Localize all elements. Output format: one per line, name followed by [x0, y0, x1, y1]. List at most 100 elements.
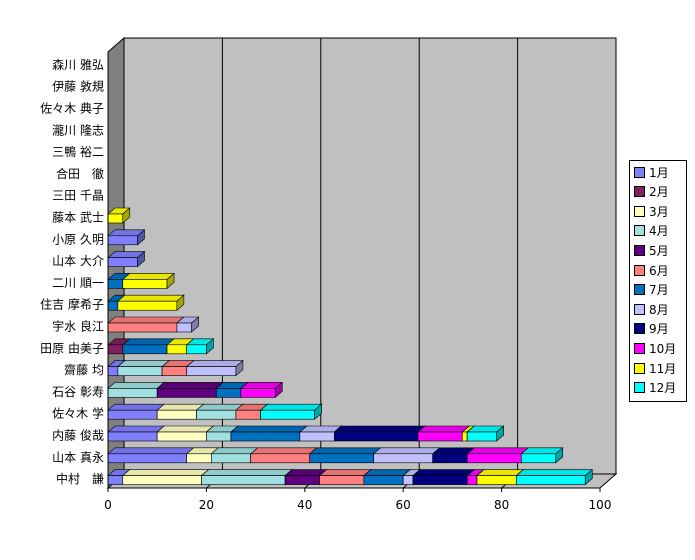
category-label: 二川 順一 [52, 276, 104, 290]
category-label: 三田 千晶 [52, 189, 104, 203]
legend-item: 11月 [634, 359, 676, 377]
legend-swatch [634, 186, 645, 198]
legend-swatch [634, 264, 645, 276]
bar-segment [466, 447, 530, 464]
bar-segment [185, 359, 244, 377]
bar-segment [117, 359, 170, 377]
bar-segment [107, 207, 131, 224]
bar-segment [515, 468, 594, 486]
category-label: 山本 真永 [52, 450, 104, 464]
bar-segment [121, 338, 175, 355]
legend-label: 12月 [649, 381, 677, 396]
bar-segment [107, 229, 146, 246]
legend-item: 9月 [634, 320, 669, 338]
legend-label: 3月 [649, 204, 669, 219]
x-tick-label: 60 [396, 498, 411, 512]
legend-label: 11月 [649, 361, 677, 376]
category-label: 石谷 彰寿 [52, 384, 104, 399]
legend-label: 8月 [649, 302, 669, 317]
legend-label: 4月 [649, 224, 669, 239]
legend: 1月 2月 3月 4月 5月 6月 7月 8月 9月 10月 11月 12月 [629, 160, 687, 402]
category-label: 三鴨 裕二 [52, 144, 104, 159]
bar-segment [107, 425, 166, 442]
bar-segment [333, 425, 426, 442]
bar-segment [121, 272, 175, 290]
bar-segment [107, 381, 166, 399]
category-label: 山本 大介 [52, 254, 104, 268]
legend-item: 4月 [634, 222, 669, 240]
legend-item: 3月 [634, 202, 669, 220]
bar-segment [117, 294, 185, 311]
category-label: 田原 由美子 [40, 341, 104, 355]
category-label: 佐々木 学 [52, 406, 104, 421]
legend-item: 5月 [634, 241, 669, 259]
category-label: 佐々木 典子 [40, 102, 104, 116]
category-label: 住吉 摩希子 [40, 297, 104, 312]
bar-segment [318, 468, 372, 486]
category-label: 瀧川 隆志 [52, 122, 104, 137]
x-tick-label: 0 [104, 498, 112, 512]
category-label: 中村 謙 [56, 471, 104, 486]
legend-swatch [634, 342, 645, 354]
category-label: 宇水 良江 [52, 319, 104, 334]
bar-segment [121, 468, 210, 486]
bar-segment [156, 425, 215, 442]
legend-item: 2月 [634, 183, 669, 201]
axes [107, 52, 601, 492]
legend-item: 8月 [634, 300, 669, 318]
bar-stacks [107, 207, 594, 486]
bar-segment [240, 381, 284, 399]
legend-label: 1月 [649, 165, 669, 180]
x-tick-label: 20 [199, 498, 214, 512]
bar-segment [185, 338, 215, 355]
legend-label: 2月 [649, 185, 669, 200]
bar-segment [417, 425, 471, 442]
bar-segment [107, 250, 146, 268]
chart-walls [106, 36, 618, 490]
legend-label: 10月 [649, 341, 677, 356]
legend-item: 6月 [634, 261, 669, 279]
bar-segment [107, 316, 185, 333]
x-tick-labels: 0 20 40 60 80 100 [104, 498, 611, 512]
category-label: 伊藤 敦規 [52, 79, 104, 94]
legend-swatch [634, 244, 645, 256]
legend-swatch [634, 362, 645, 374]
legend-swatch [634, 284, 645, 296]
legend-swatch [634, 225, 645, 237]
x-tick-label: 100 [589, 498, 612, 512]
bar-segment [107, 447, 195, 464]
legend-label: 6月 [649, 263, 669, 278]
legend-label: 5月 [649, 243, 669, 258]
bar-segment [259, 403, 323, 420]
bar-segment [249, 447, 318, 464]
legend-item: 1月 [634, 163, 669, 181]
category-label: 藤本 武士 [52, 211, 104, 225]
bar-segment [466, 425, 505, 442]
legend-swatch [634, 382, 645, 394]
bar-segment [372, 447, 441, 464]
bar-segment [520, 447, 564, 464]
legend-item: 12月 [634, 379, 676, 397]
category-label: 小原 久明 [52, 232, 104, 246]
category-label: 森川 雅弘 [52, 57, 104, 72]
legend-swatch [634, 303, 645, 315]
legend-label: 9月 [649, 322, 669, 337]
x-tick-label: 40 [297, 498, 312, 512]
bar-segment [156, 381, 225, 399]
legend-swatch [634, 205, 645, 217]
category-label: 齋藤 均 [64, 362, 104, 377]
legend-item: 10月 [634, 339, 676, 357]
legend-label: 7月 [649, 283, 669, 298]
legend-item: 7月 [634, 281, 669, 299]
legend-swatch [634, 323, 645, 335]
bar-segment [200, 468, 293, 486]
bar-segment [308, 447, 382, 464]
bar-segment [235, 403, 269, 420]
category-label: 内藤 俊哉 [52, 428, 104, 443]
x-tick-label: 80 [494, 498, 509, 512]
bar-segment [176, 316, 200, 333]
bar-segment [107, 403, 166, 420]
bar-segment [230, 425, 308, 442]
